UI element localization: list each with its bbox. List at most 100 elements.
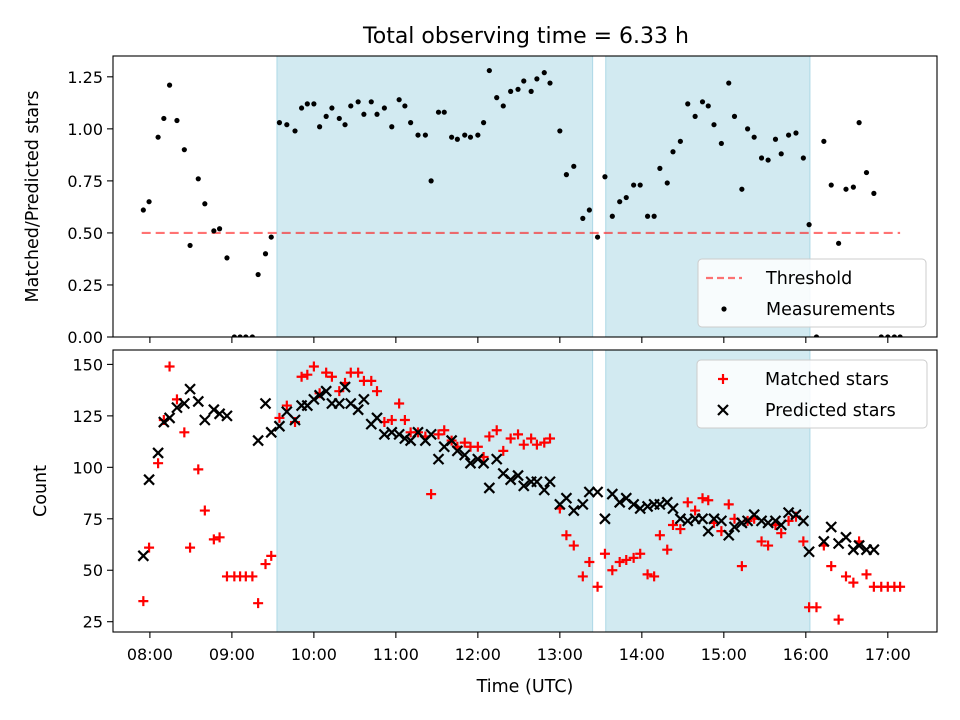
y-tick-label: 1.00: [67, 120, 103, 139]
measurement-point: [181, 147, 187, 153]
measurement-point: [237, 334, 243, 337]
measurement-point: [891, 334, 897, 337]
measurement-point: [637, 182, 643, 188]
predicted-star-point: [818, 535, 830, 548]
matched-star-point: [164, 361, 175, 372]
matched-star-point: [861, 569, 872, 580]
predicted-star-point: [702, 525, 715, 537]
measurement-point: [586, 207, 592, 213]
y-tick-label: 100: [72, 458, 103, 477]
matched-star-point: [614, 557, 625, 568]
measurement-point: [454, 136, 460, 142]
matched-star-point: [247, 571, 258, 582]
measurement-point: [521, 78, 527, 84]
matched-star-point: [518, 439, 529, 450]
matched-star-point: [531, 439, 542, 450]
measurement-point: [609, 213, 615, 219]
matched-star-point: [399, 414, 410, 425]
measurement-point: [828, 182, 834, 188]
measurement-point: [685, 101, 691, 107]
matched-star-point: [833, 614, 844, 625]
measurement-point: [731, 113, 738, 119]
predicted-star-point: [560, 492, 573, 504]
predicted-star-point: [667, 502, 679, 515]
measurement-point: [323, 113, 329, 119]
legend: Threshold Measurements: [697, 258, 927, 328]
matched-star-point: [459, 437, 470, 448]
predicted-star-point: [199, 414, 211, 426]
measurement-point: [557, 128, 563, 134]
x-tick-label: 16:00: [783, 645, 829, 664]
measurement-point: [329, 105, 335, 111]
series-predicted-stars: [137, 381, 880, 562]
measurement-point: [187, 242, 193, 249]
x-tick-label: 09:00: [209, 645, 255, 664]
predicted-star-point: [143, 473, 155, 486]
figure-title: Total observing time = 6.33 h: [362, 24, 689, 49]
matched-star-point: [491, 425, 502, 436]
predicted-star-point: [358, 393, 370, 406]
y-tick-label: 75: [83, 510, 103, 529]
predicted-star-point: [313, 389, 326, 402]
matched-star-point: [394, 398, 405, 409]
measurement-point: [705, 103, 711, 109]
x-axis-label: Time (UTC): [476, 677, 574, 697]
measurement-point: [745, 126, 751, 132]
predicted-star-point: [259, 397, 272, 410]
plot-area: [137, 361, 906, 625]
matched-star-point: [472, 441, 483, 452]
predicted-star-point: [568, 504, 580, 517]
matched-star-point: [798, 536, 809, 547]
predicted-star-point: [451, 445, 464, 457]
x-tick-label: 14:00: [619, 645, 665, 664]
measurement-point: [435, 109, 442, 115]
predicted-star-point: [847, 543, 860, 556]
measurement-point: [670, 149, 676, 155]
measurement-point: [381, 105, 387, 111]
matched-star-point: [621, 554, 632, 565]
measurement-point: [355, 99, 361, 105]
axes-frame: [112, 55, 938, 338]
measurement-point: [336, 115, 342, 122]
measurement-point: [255, 271, 261, 278]
matched-star-point: [662, 544, 673, 555]
measurement-point: [617, 199, 623, 205]
predicted-star-point: [184, 383, 196, 395]
x-tick-label: 12:00: [455, 645, 501, 664]
measurement-point: [262, 251, 269, 257]
predicted-star-point: [158, 416, 170, 428]
matched-star-point: [895, 581, 906, 592]
matched-star-point: [433, 429, 444, 440]
measurement-point: [692, 113, 698, 119]
measurement-point: [580, 215, 586, 221]
predicted-star-point: [171, 401, 183, 414]
measurement-point: [284, 122, 290, 128]
measurement-point: [428, 178, 434, 184]
predicted-star-point: [599, 513, 611, 525]
predicted-star-point: [432, 453, 445, 465]
predicted-star-point: [538, 484, 551, 496]
x-tick-label: 13:00: [537, 645, 583, 664]
matched-star-point: [214, 532, 225, 543]
predicted-star-point: [775, 519, 787, 531]
matched-star-point: [526, 433, 537, 444]
predicted-star-point: [797, 515, 810, 527]
matched-star-point: [723, 499, 734, 510]
predicted-star-point: [273, 420, 286, 432]
legend-measurement-marker: [721, 306, 727, 312]
predicted-star-point: [504, 473, 517, 486]
measurement-point: [541, 70, 547, 76]
measurement-point: [166, 82, 173, 88]
predicted-star-point: [517, 480, 530, 492]
predicted-star-point: [178, 397, 191, 410]
y-axis-label: Matched/Predicted stars: [23, 91, 43, 303]
matched-star-point: [498, 445, 509, 456]
matched-star-point: [584, 557, 595, 568]
matched-star-point: [682, 497, 693, 508]
predicted-star-point: [483, 482, 496, 494]
measurement-point: [515, 86, 521, 92]
measurement-point: [368, 99, 374, 105]
plot-area: [140, 67, 903, 337]
y-tick-label: 0.00: [67, 328, 103, 347]
measurement-point: [342, 122, 348, 128]
